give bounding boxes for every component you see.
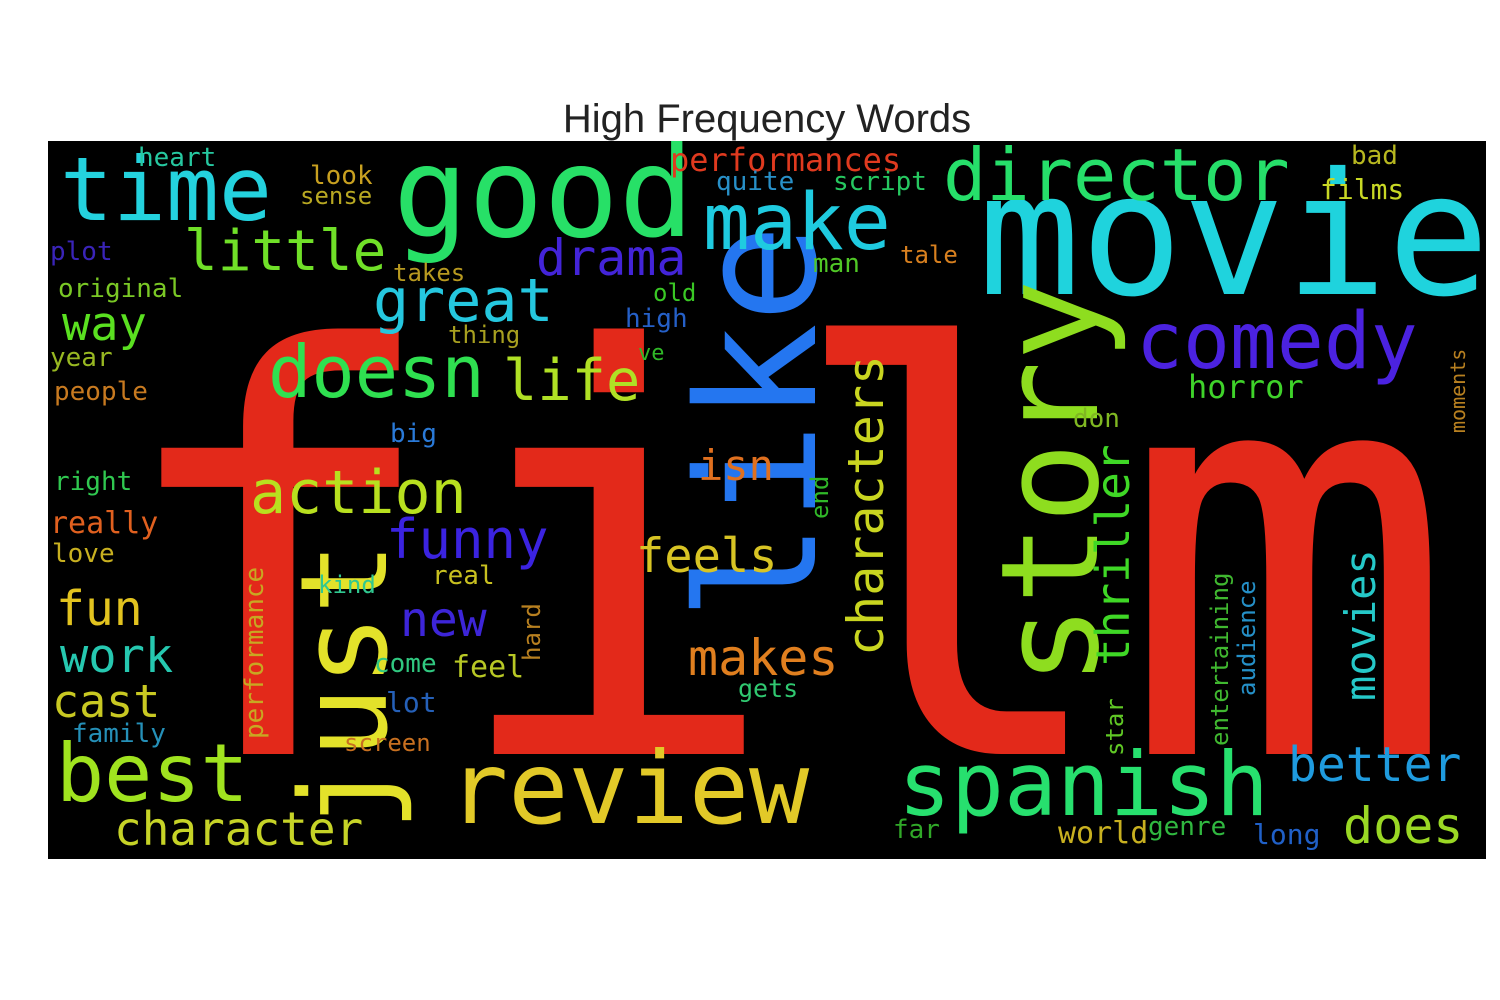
- cloud-word-director: director: [943, 141, 1290, 217]
- cloud-word-high: high: [625, 304, 688, 334]
- cloud-word-feel: feel: [452, 650, 525, 685]
- cloud-word-movie: movie: [978, 141, 1486, 335]
- cloud-word-genre: genre: [1148, 812, 1227, 842]
- cloud-word-films: films: [1320, 173, 1405, 206]
- cloud-word-work: work: [60, 629, 174, 684]
- cloud-word-tale: tale: [900, 241, 958, 269]
- cloud-word-cast: cast: [52, 675, 161, 728]
- cloud-word-family: family: [72, 719, 166, 749]
- cloud-word-thriller: thriller: [1086, 444, 1140, 666]
- cloud-word-come: come: [374, 649, 437, 679]
- cloud-word-lot: lot: [386, 686, 437, 719]
- cloud-word-review: review: [448, 730, 810, 847]
- cloud-word-way: way: [62, 297, 147, 352]
- cloud-word-year: year: [50, 343, 113, 373]
- cloud-word-heart: heart: [138, 143, 217, 173]
- cloud-word-gets: gets: [738, 674, 799, 703]
- cloud-word-ve: ve: [638, 341, 665, 366]
- cloud-word-comedy: comedy: [1136, 297, 1418, 387]
- cloud-word-takes: takes: [393, 259, 466, 287]
- cloud-word-far: far: [893, 815, 940, 845]
- cloud-word-plot: plot: [50, 237, 113, 267]
- cloud-word-thing: thing: [448, 321, 521, 349]
- cloud-word-doesn: doesn: [268, 330, 485, 414]
- cloud-word-little: little: [184, 219, 387, 284]
- cloud-word-screen: screen: [344, 729, 431, 757]
- word-cloud: film movie good time like story just review span…: [48, 141, 1486, 859]
- cloud-word-right: right: [54, 467, 133, 497]
- cloud-word-script: script: [833, 167, 927, 197]
- cloud-word-great: great: [373, 266, 554, 336]
- cloud-word-feels: feels: [636, 529, 778, 584]
- cloud-word-performance: performance: [240, 566, 270, 739]
- cloud-word-man: man: [813, 249, 860, 279]
- cloud-word-better: better: [1288, 737, 1462, 793]
- cloud-word-star: star: [1101, 698, 1129, 756]
- chart-title: High Frequency Words: [562, 97, 972, 141]
- cloud-word-people: people: [54, 377, 148, 407]
- cloud-word-horror: horror: [1188, 368, 1304, 406]
- cloud-word-bad: bad: [1351, 141, 1398, 171]
- cloud-word-drama: drama: [536, 229, 687, 287]
- cloud-word-kind: kind: [318, 571, 376, 599]
- cloud-word-funny: funny: [386, 508, 549, 571]
- cloud-word-time: time: [60, 141, 272, 241]
- cloud-word-old: old: [653, 279, 697, 307]
- cloud-word-does: does: [1343, 797, 1464, 855]
- cloud-word-love: love: [52, 539, 115, 569]
- cloud-word-don: don: [1073, 404, 1120, 434]
- cloud-word-quite: quite: [716, 167, 795, 197]
- cloud-word-end: end: [806, 475, 834, 519]
- cloud-word-life: life: [503, 348, 641, 414]
- cloud-word-spanish: spanish: [898, 733, 1269, 836]
- cloud-word-makes: makes: [688, 629, 839, 687]
- cloud-word-movies: movies: [1336, 549, 1385, 701]
- cloud-word-good: good: [393, 141, 695, 266]
- cloud-word-original: original: [58, 274, 184, 304]
- cloud-word-performances: performances: [670, 141, 902, 179]
- cloud-word-look: look: [310, 161, 373, 191]
- cloud-word-film: film: [108, 235, 1457, 859]
- cloud-word-sense: sense: [300, 182, 373, 210]
- cloud-word-fun: fun: [56, 581, 143, 637]
- cloud-word-action: action: [250, 458, 467, 528]
- cloud-word-characters: characters: [837, 354, 895, 656]
- cloud-word-make: make: [703, 178, 891, 268]
- cloud-word-real: real: [432, 561, 495, 591]
- cloud-word-moments: moments: [1446, 348, 1470, 433]
- cloud-word-world: world: [1058, 816, 1149, 851]
- cloud-word-best: best: [56, 727, 249, 820]
- cloud-word-really: really: [50, 506, 159, 541]
- cloud-word-character: character: [114, 802, 364, 856]
- cloud-word-isn: isn: [698, 441, 774, 490]
- cloud-word-new: new: [400, 592, 487, 648]
- cloud-word-entertaining: entertaining: [1206, 572, 1234, 746]
- cloud-word-big: big: [390, 419, 437, 449]
- cloud-word-audience: audience: [1233, 580, 1261, 696]
- cloud-word-long: long: [1253, 818, 1321, 851]
